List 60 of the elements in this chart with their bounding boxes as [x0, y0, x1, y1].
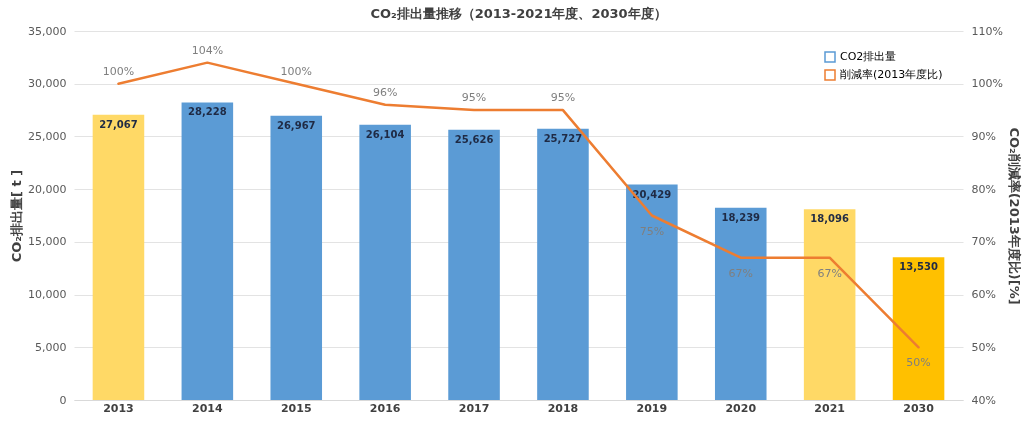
data-label: 25,626 [454, 133, 494, 145]
y2-tick-label: 110% [971, 24, 1003, 38]
y-tick-label: 20,000 [28, 182, 67, 196]
x-tick-label: 2021 [814, 401, 845, 415]
bar [448, 129, 500, 400]
data-label: 95% [461, 91, 487, 105]
bar [270, 115, 323, 400]
data-label: 28,228 [188, 106, 227, 118]
y2-tick-label: 60% [971, 288, 996, 302]
legend-label: CO2排出量 [840, 50, 897, 63]
data-label: 100% [280, 64, 312, 78]
bar [359, 124, 411, 400]
data-label: 67% [728, 266, 753, 280]
data-label: 104% [191, 43, 224, 57]
bar [892, 257, 945, 400]
y2-tick-label: 40% [971, 393, 996, 407]
y-axis-title: CO₂排出量[ t ] [9, 169, 25, 263]
bar [181, 102, 234, 400]
bar [803, 209, 856, 400]
legend-label: 削減率(2013年度比) [840, 68, 943, 81]
x-tick-label: 2017 [458, 401, 490, 415]
data-label: 75% [639, 224, 665, 238]
y2-tick-label: 70% [971, 235, 996, 249]
x-tick-label: 2018 [547, 401, 579, 415]
y-tick-label: 35,000 [28, 24, 67, 38]
y-tick-label: 10,000 [28, 288, 67, 302]
data-label: 18,096 [810, 213, 849, 225]
y-tick-label: 25,000 [28, 129, 67, 143]
y2-tick-label: 100% [971, 77, 1003, 91]
bar [714, 207, 767, 400]
data-label: 96% [372, 85, 398, 99]
x-tick-label: 2015 [280, 401, 312, 415]
y2-axis-title: CO₂削減率(2013年度比)[%] [1006, 127, 1022, 305]
x-tick-label: 2030 [903, 401, 935, 415]
bar [92, 114, 145, 400]
y2-tick-label: 50% [971, 340, 996, 354]
data-label: 27,067 [99, 118, 138, 130]
data-label: 18,239 [721, 211, 761, 223]
x-tick-label: 2019 [636, 401, 668, 415]
y2-tick-label: 80% [971, 182, 996, 196]
x-tick-label: 2020 [725, 401, 757, 415]
data-label: 95% [550, 91, 576, 105]
data-label: 26,104 [365, 128, 405, 140]
x-tick-label: 2013 [103, 401, 134, 415]
data-label: 25,727 [543, 132, 583, 144]
data-label: 100% [102, 64, 135, 78]
bar [537, 128, 589, 400]
y2-tick-label: 90% [971, 129, 996, 143]
y-tick-label: 30,000 [28, 77, 67, 91]
x-tick-label: 2016 [369, 401, 401, 415]
y-tick-label: 15,000 [28, 235, 67, 249]
y-tick-label: 5,000 [35, 340, 67, 354]
data-label: 67% [817, 266, 842, 280]
y-tick-label: 0 [59, 393, 67, 407]
data-label: 50% [906, 356, 931, 370]
chart-title: CO₂排出量推移（2013-2021年度、2030年度） [370, 6, 667, 21]
data-label: 13,530 [899, 261, 938, 273]
x-tick-label: 2014 [192, 401, 223, 415]
bar [626, 184, 678, 400]
data-label: 26,967 [276, 119, 316, 131]
